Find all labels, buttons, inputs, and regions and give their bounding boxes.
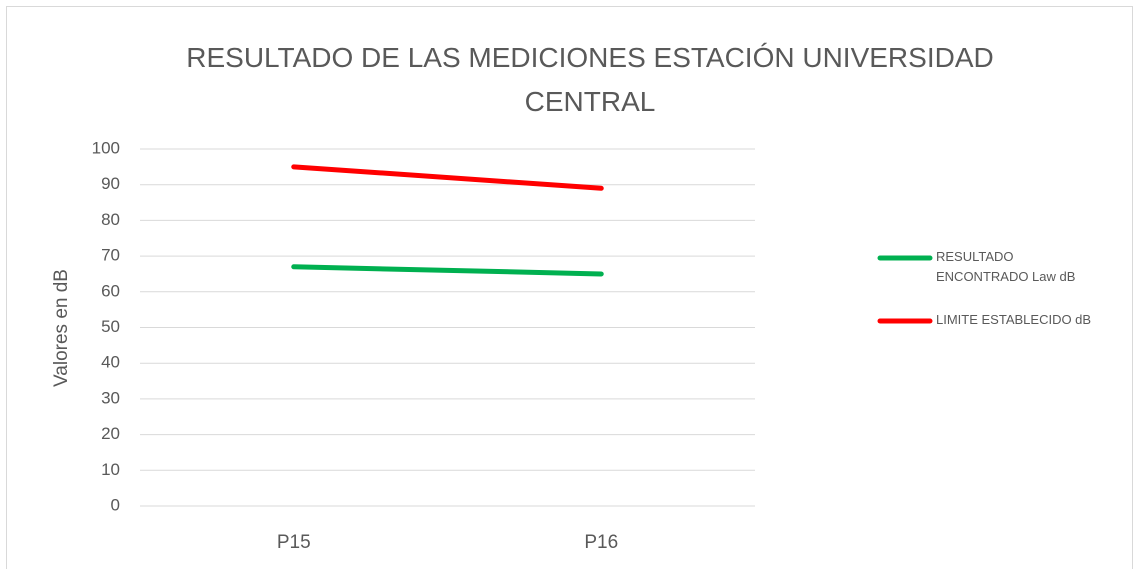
y-tick-label: 30 (101, 388, 120, 407)
y-tick-label: 60 (101, 281, 120, 300)
series-line (291, 264, 604, 277)
chart-border (6, 6, 1133, 569)
y-tick-label: 20 (101, 424, 120, 443)
legend-label: LIMITE ESTABLECIDO dB (936, 312, 1092, 327)
y-tick-label: 80 (101, 210, 120, 229)
y-tick-label: 90 (101, 174, 120, 193)
legend-label: RESULTADO ENCONTRADO Law dB (936, 249, 1076, 284)
y-tick-label: 10 (101, 460, 120, 479)
y-axis-label: Valores en dB (51, 269, 72, 387)
y-tick-label: 100 (92, 138, 120, 157)
y-tick-label: 0 (111, 495, 120, 514)
x-tick-label: P15 (277, 532, 311, 553)
y-tick-label: 70 (101, 246, 120, 265)
x-tick-label: P16 (584, 532, 618, 553)
y-tick-label: 50 (101, 317, 120, 336)
series-line (291, 164, 604, 191)
chart-title: RESULTADO DE LAS MEDICIONES ESTACIÓN UNI… (186, 42, 994, 117)
y-tick-label: 40 (101, 353, 120, 372)
